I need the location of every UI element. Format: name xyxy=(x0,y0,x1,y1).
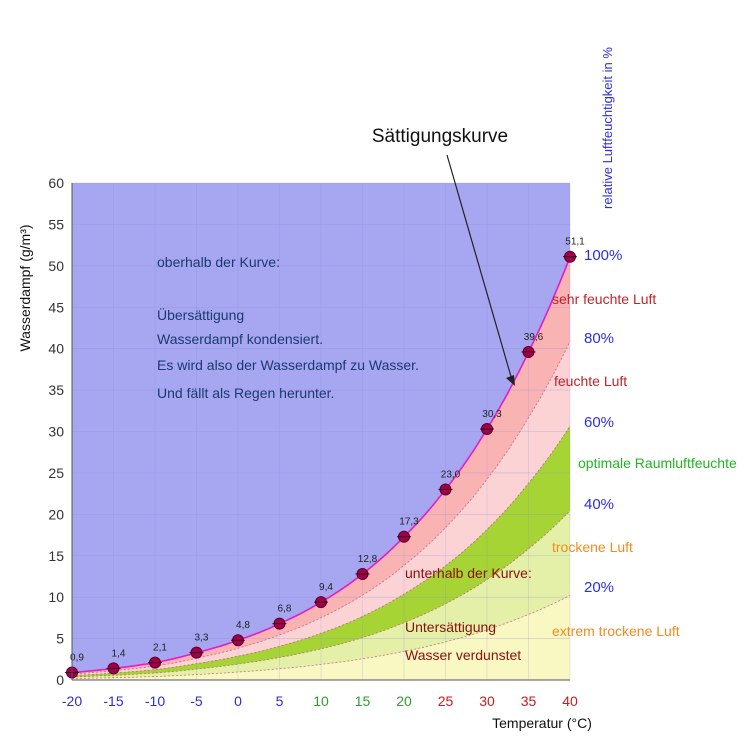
zone-area-4 xyxy=(72,595,570,680)
y-tick-label: 0 xyxy=(56,672,64,688)
y-tick-label: 30 xyxy=(48,424,64,440)
humidity-percent-label: 80% xyxy=(584,330,614,347)
y-tick-label: 35 xyxy=(48,382,64,398)
x-tick-label: -10 xyxy=(145,693,165,709)
x-tick-label: 0 xyxy=(234,693,242,709)
x-axis-title: Temperatur (°C) xyxy=(492,715,592,731)
y-tick-label: 50 xyxy=(48,258,64,274)
above-curve-text: Es wird also der Wasserdampf zu Wasser. xyxy=(157,357,419,373)
x-tick-label: 15 xyxy=(355,693,371,709)
y-tick-label: 25 xyxy=(48,465,64,481)
humidity-percent-label: 100% xyxy=(584,247,622,264)
humidity-zones xyxy=(71,256,571,680)
above-curve-text: Und fällt als Regen herunter. xyxy=(157,385,334,401)
data-label-5: 6,8 xyxy=(278,604,292,615)
humidity-percent-label: 40% xyxy=(584,496,614,513)
zone-label: trockene Luft xyxy=(552,539,633,555)
zone-boundary-3 xyxy=(71,341,571,675)
y-tick-label: 45 xyxy=(48,299,64,315)
x-tick-label: -20 xyxy=(62,693,82,709)
y-tick-label: 60 xyxy=(48,175,64,191)
x-tick-label: 20 xyxy=(396,693,412,709)
zone-boundary-0 xyxy=(71,594,571,679)
zone-area-3 xyxy=(72,510,570,679)
zone-label: optimale Raumluftfeuchte xyxy=(578,455,737,471)
data-label-11: 39,6 xyxy=(524,332,544,343)
data-label-2: 2,1 xyxy=(153,643,167,654)
x-tick-label: 10 xyxy=(313,693,329,709)
x-tick-label: -15 xyxy=(103,693,123,709)
data-label-9: 23,0 xyxy=(441,469,461,480)
zone-label: extrem trockene Luft xyxy=(552,623,680,639)
data-label-1: 1,4 xyxy=(112,648,126,659)
annotations: Sättigungskurve Wasserdampf (g/m³) Tempe… xyxy=(17,47,737,731)
saturation-curve-layer: 0,9 1,4 2,1 3,3 4,8 6,8 9,4 12,8 17,3 23,0 30,3 39,… xyxy=(65,237,585,679)
y-tick-label: 10 xyxy=(48,589,64,605)
data-label-7: 12,8 xyxy=(358,554,378,565)
y-tick-label: 15 xyxy=(48,548,64,564)
data-label-4: 4,8 xyxy=(236,620,250,631)
x-tick-label: 40 xyxy=(562,693,578,709)
zone-area-1 xyxy=(72,341,570,676)
above-curve-text: Wasserdampf kondensiert. xyxy=(157,331,323,347)
below-curve-text: Wasser verdunstet xyxy=(405,647,521,663)
y-tick-label: 40 xyxy=(48,341,64,357)
zone-area-2 xyxy=(72,426,570,677)
above-curve-text: oberhalb der Kurve: xyxy=(157,254,280,270)
y-tick-label: 5 xyxy=(56,631,64,647)
curve-annotation-label: Sättigungskurve xyxy=(372,126,508,147)
x-tick-label: 5 xyxy=(276,693,284,709)
right-axis-title: relative Luftfeuchtigkeit in % xyxy=(600,47,615,209)
x-tick-label: 35 xyxy=(521,693,537,709)
curve-annotation-arrow xyxy=(446,154,513,381)
data-label-12: 51,1 xyxy=(565,237,585,248)
y-tick-label: 20 xyxy=(48,506,64,522)
data-label-0: 0,9 xyxy=(70,653,84,664)
zone-boundary-2 xyxy=(71,425,571,676)
axes: 0 5 10 15 20 25 30 35 40 45 50 55 60 -20 -15 -10 -5 0 5 10 1… xyxy=(48,175,578,709)
zone-label: sehr feuchte Luft xyxy=(552,291,656,307)
x-tick-label: 25 xyxy=(438,693,454,709)
curve-annotation-arrowhead xyxy=(506,375,515,386)
humidity-percent-label: 20% xyxy=(584,579,614,596)
data-label-8: 17,3 xyxy=(399,517,419,528)
x-tick-label: -5 xyxy=(190,693,203,709)
humidity-percent-label: 60% xyxy=(584,414,614,431)
x-tick-label: 30 xyxy=(479,693,495,709)
y-tick-label: 55 xyxy=(48,216,64,232)
zone-label: feuchte Luft xyxy=(554,373,627,389)
data-label-10: 30,3 xyxy=(482,409,502,420)
data-label-3: 3,3 xyxy=(195,633,209,644)
below-curve-text: Untersättigung xyxy=(405,619,496,635)
y-axis-title: Wasserdampf (g/m³) xyxy=(17,224,33,351)
data-label-6: 9,4 xyxy=(319,582,333,593)
above-curve-text: Übersättigung xyxy=(157,306,244,323)
below-curve-text: unterhalb der Kurve: xyxy=(405,565,532,581)
zone-area-0 xyxy=(72,256,570,674)
